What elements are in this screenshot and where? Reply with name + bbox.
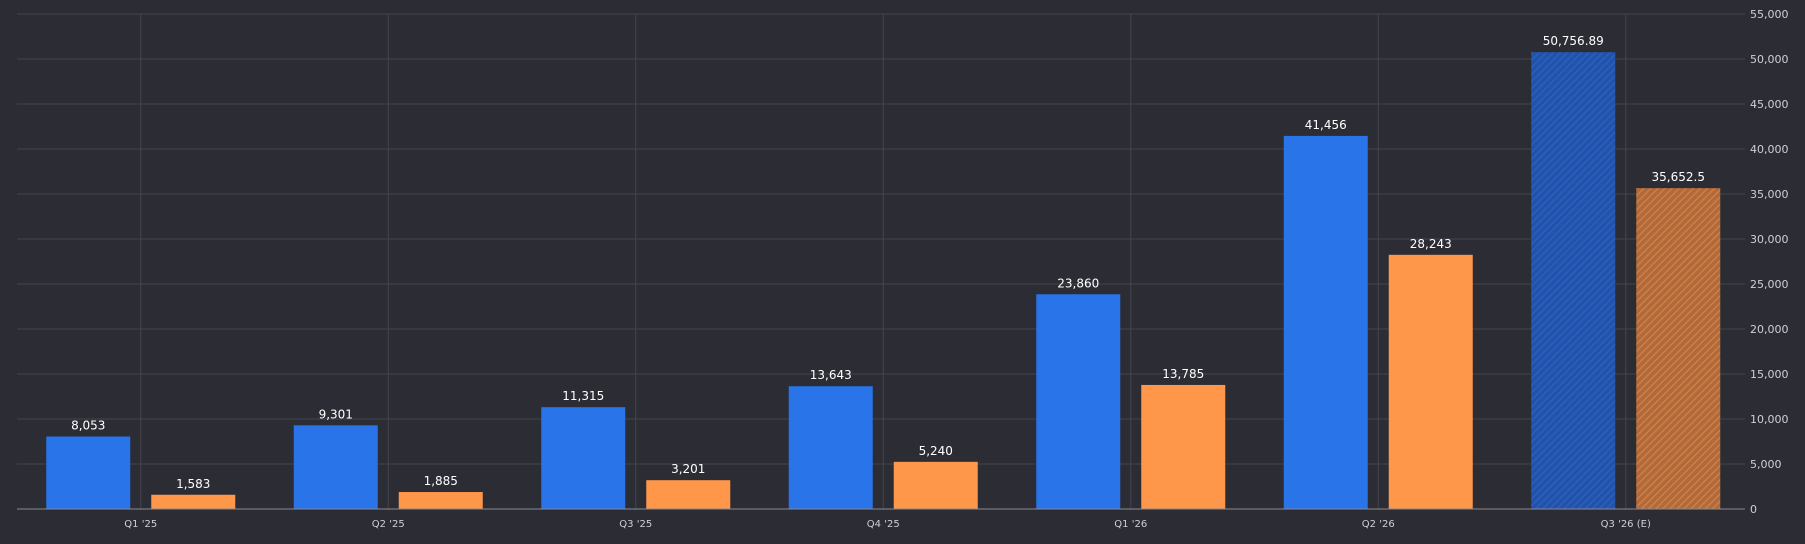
bar: [788, 386, 873, 509]
data-label: 35,652.5: [1652, 170, 1705, 184]
x-tick-label: Q3 '25: [619, 519, 652, 530]
bar: [1036, 294, 1121, 509]
bar: [1388, 254, 1473, 509]
x-tick-label: Q2 '25: [372, 519, 405, 530]
y-tick-label: 40,000: [1750, 143, 1789, 156]
data-label: 50,756.89: [1543, 34, 1604, 48]
data-label: 1,583: [176, 477, 210, 491]
x-tick-label: Q4 '25: [867, 519, 900, 530]
x-tick-label: Q3 '26 (E): [1601, 519, 1651, 530]
bar: [541, 407, 626, 509]
bar: [151, 494, 236, 509]
x-tick-label: Q1 '25: [124, 519, 157, 530]
y-tick-label: 50,000: [1750, 53, 1789, 66]
y-tick-label: 15,000: [1750, 368, 1789, 381]
y-tick-label: 35,000: [1750, 188, 1789, 201]
y-tick-label: 30,000: [1750, 233, 1789, 246]
y-tick-label: 5,000: [1750, 458, 1782, 471]
y-tick-label: 45,000: [1750, 98, 1789, 111]
data-label: 3,201: [671, 462, 705, 476]
x-tick-label: Q1 '26: [1114, 519, 1147, 530]
data-label: 8,053: [71, 419, 105, 433]
data-label: 13,643: [810, 368, 852, 382]
bar: [293, 425, 378, 509]
bar-estimated: [1636, 188, 1721, 509]
data-label: 9,301: [319, 407, 353, 421]
data-label: 41,456: [1305, 118, 1347, 132]
bar: [398, 492, 483, 509]
data-label: 28,243: [1410, 237, 1452, 251]
data-label: 1,885: [424, 474, 458, 488]
y-tick-label: 10,000: [1750, 413, 1789, 426]
y-tick-label: 25,000: [1750, 278, 1789, 291]
bar: [1141, 384, 1226, 509]
bar: [893, 461, 978, 509]
y-tick-label: 55,000: [1750, 8, 1789, 21]
bar: [46, 436, 131, 509]
bar: [1283, 135, 1368, 509]
data-label: 13,785: [1162, 367, 1204, 381]
data-label: 11,315: [562, 389, 604, 403]
data-label: 23,860: [1057, 276, 1099, 290]
y-tick-label: 20,000: [1750, 323, 1789, 336]
data-label: 5,240: [919, 444, 953, 458]
bar-estimated: [1531, 52, 1616, 509]
y-tick-label: 0: [1750, 503, 1757, 516]
x-tick-label: Q2 '26: [1362, 519, 1395, 530]
bar: [646, 480, 731, 509]
